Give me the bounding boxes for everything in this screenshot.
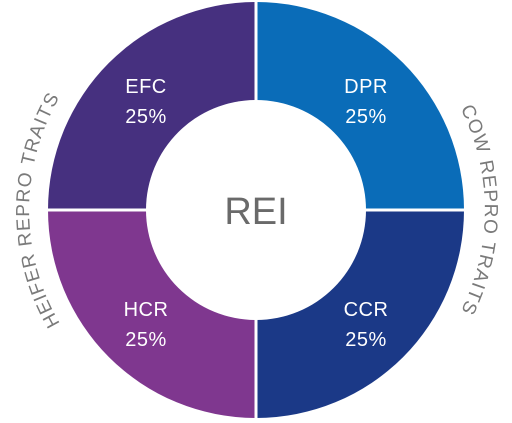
segment-efc-percent: 25% <box>125 106 167 128</box>
segment-dpr-percent: 25% <box>345 106 387 128</box>
segment-efc-name: EFC <box>125 76 167 98</box>
segment-ccr-percent: 25% <box>345 329 387 351</box>
center-circle <box>146 100 366 320</box>
segment-dpr-name: DPR <box>344 76 388 98</box>
segment-ccr-name: CCR <box>344 299 389 321</box>
segment-hcr-percent: 25% <box>125 329 167 351</box>
segment-hcr-name: HCR <box>124 299 169 321</box>
center-label: REI <box>224 191 287 233</box>
